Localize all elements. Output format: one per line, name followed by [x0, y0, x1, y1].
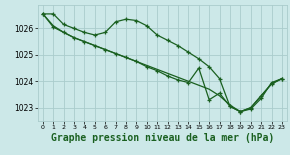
- X-axis label: Graphe pression niveau de la mer (hPa): Graphe pression niveau de la mer (hPa): [51, 133, 274, 143]
